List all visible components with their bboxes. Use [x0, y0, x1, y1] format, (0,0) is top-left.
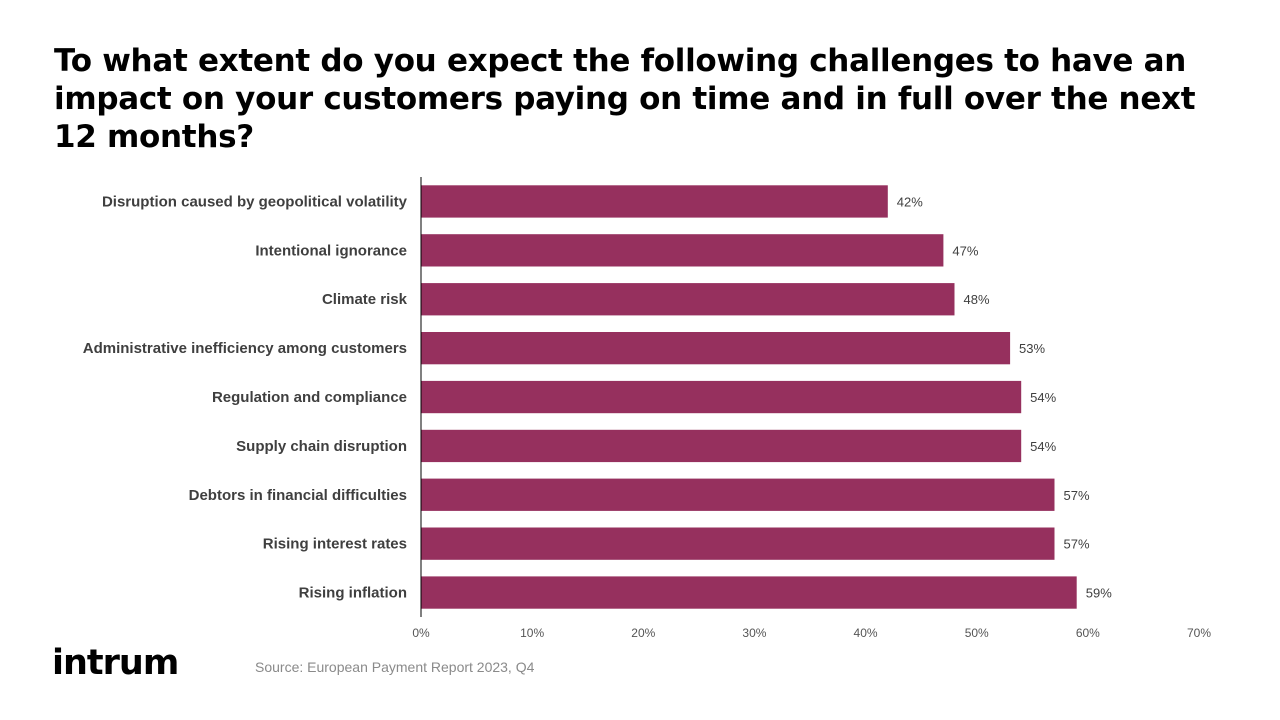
chart-title: To what extent do you expect the followi…	[54, 43, 1196, 155]
value-label: 57%	[1064, 488, 1090, 503]
category-labels-group: Disruption caused by geopolitical volati…	[83, 193, 408, 601]
value-label: 54%	[1030, 439, 1056, 454]
value-label: 59%	[1086, 586, 1112, 601]
x-tick-label: 0%	[412, 626, 430, 640]
value-label: 53%	[1019, 341, 1045, 356]
source-note: Source: European Payment Report 2023, Q4	[255, 659, 535, 675]
category-label: Disruption caused by geopolitical volati…	[102, 193, 408, 210]
bar	[421, 429, 1022, 463]
value-label: 57%	[1064, 537, 1090, 552]
category-label: Regulation and compliance	[212, 389, 407, 406]
bar	[421, 576, 1077, 609]
x-tick-label: 20%	[631, 626, 655, 640]
category-label: Supply chain disruption	[236, 438, 407, 455]
x-axis-ticks-group: 0% 10% 20% 30% 40% 50% 60% 70%	[412, 626, 1211, 640]
bar	[421, 332, 1011, 365]
intrum-logo: intrum	[52, 643, 179, 683]
x-tick-label: 30%	[742, 626, 766, 640]
x-tick-label: 40%	[854, 626, 878, 640]
x-tick-label: 10%	[520, 626, 544, 640]
category-label: Debtors in financial difficulties	[189, 487, 407, 504]
bar	[421, 527, 1055, 560]
value-label: 54%	[1030, 390, 1056, 405]
bar	[421, 478, 1055, 511]
bar	[421, 185, 888, 218]
value-label: 42%	[897, 194, 923, 209]
category-label: Climate risk	[322, 291, 408, 308]
category-label: Intentional ignorance	[255, 242, 407, 259]
bar	[421, 380, 1022, 414]
category-label: Administrative inefficiency among custom…	[83, 340, 407, 357]
bar	[421, 283, 955, 316]
x-tick-label: 70%	[1187, 626, 1211, 640]
category-label: Rising interest rates	[263, 536, 407, 553]
value-labels-group: 42% 47% 48% 53% 54% 54% 57% 57% 59%	[897, 194, 1112, 600]
category-label: Rising inflation	[299, 585, 407, 602]
x-tick-label: 60%	[1076, 626, 1100, 640]
x-tick-label: 50%	[965, 626, 989, 640]
bar	[421, 234, 944, 267]
value-label: 47%	[952, 243, 978, 258]
bars-group	[421, 185, 1077, 609]
value-label: 48%	[963, 292, 989, 307]
